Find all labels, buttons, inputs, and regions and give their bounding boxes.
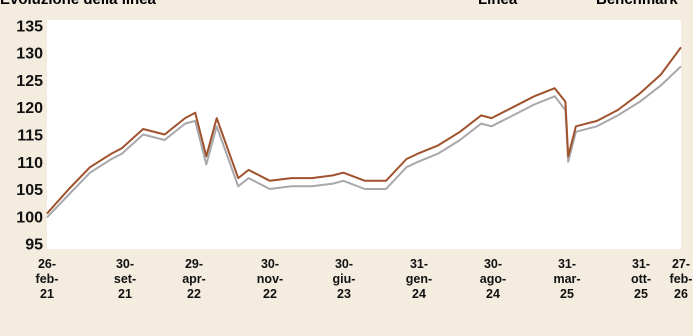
y-tick-label: 115 <box>17 128 43 145</box>
chart-title: Evoluzione della linea <box>0 0 156 8</box>
x-tick-label: 31-mar-25 <box>553 257 580 301</box>
x-tick-label: 27-feb-26 <box>670 257 693 301</box>
y-axis: 95 100 105 110 115 120 125 130 135 <box>16 18 43 253</box>
x-tick-label: 31-gen-24 <box>406 257 432 301</box>
y-tick-label: 105 <box>16 182 43 199</box>
y-tick-label: 135 <box>16 18 43 35</box>
series-line-benchmark <box>46 65 682 219</box>
y-tick-label: 125 <box>16 73 43 90</box>
x-tick-label: 31-ott-25 <box>631 257 651 301</box>
y-tick-label: 95 <box>25 237 43 254</box>
y-tick-label: 120 <box>16 100 43 117</box>
y-tick-label: 130 <box>16 46 43 63</box>
y-tick-label: 100 <box>16 209 43 226</box>
x-tick-label: 30-giu-23 <box>333 257 356 301</box>
series-layer <box>46 46 682 219</box>
x-axis: 26-feb-21 30-set-21 29-apr-22 30-nov-22 30-g… <box>36 257 693 301</box>
x-tick-label: 29-apr-22 <box>182 257 206 301</box>
x-tick-label: 30-nov-22 <box>257 257 283 301</box>
legend-item-benchmark: Benchmark <box>596 0 678 8</box>
x-tick-label: 30-ago-24 <box>480 257 506 301</box>
legend-item-linea: Linea <box>478 0 517 8</box>
x-tick-label: 26-feb-21 <box>36 257 59 301</box>
y-tick-label: 110 <box>17 155 43 172</box>
series-line-linea <box>46 46 682 215</box>
x-tick-label: 30-set-21 <box>114 257 136 301</box>
